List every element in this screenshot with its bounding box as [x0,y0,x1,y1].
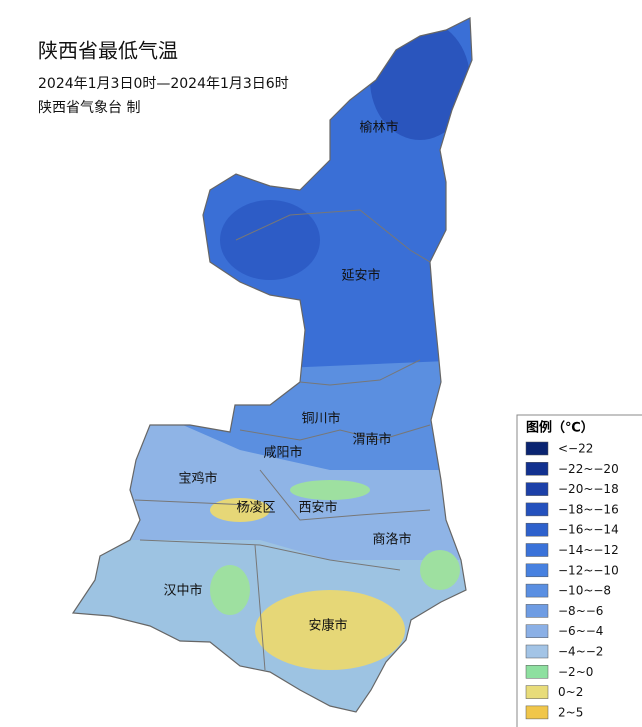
legend-swatch [525,685,549,699]
legend-title: 图例（℃） [526,420,594,436]
legend-swatch [525,563,549,578]
legend-label: −6~−4 [558,624,603,638]
city-label: 榆林市 [359,120,398,136]
legend-label: −4~−2 [558,645,603,659]
city-label: 安康市 [308,618,347,634]
legend-label: −22~−20 [558,462,619,476]
city-label: 商洛市 [372,532,411,548]
legend-swatch [525,543,549,557]
issuer: 陕西省气象台 制 [38,100,140,116]
legend-label: 2~5 [558,705,583,719]
legend-swatch [525,604,549,618]
legend-swatch [525,502,549,517]
legend-label: −14~−12 [558,543,619,557]
legend-label: 0~2 [558,685,583,699]
legend-label: −8~−6 [558,604,603,618]
city-label: 咸阳市 [263,445,302,461]
legend-label: −16~−14 [558,523,619,537]
legend-label: −2~0 [558,665,593,679]
city-label: 西安市 [298,500,337,516]
city-borders [134,209,431,671]
legend-swatch [525,665,549,679]
legend-swatch [525,482,549,496]
legend-label: −10~−8 [558,584,611,598]
legend-swatch [525,441,549,456]
city-label: 汉中市 [163,583,202,599]
legend: 图例（℃） <−22 −22~−20 −20~−18 −18~−16 −16~−14 −1… [516,414,642,727]
legend-label: −12~−10 [558,563,619,577]
time-range: 2024年1月3日0时—2024年1月3日6时 [38,76,289,92]
legend-label: <−22 [558,442,593,456]
city-label: 渭南市 [352,432,391,448]
city-label: 延安市 [341,268,380,284]
legend-swatch [525,462,549,476]
legend-swatch [525,644,549,659]
legend-label: −20~−18 [558,482,619,496]
legend-swatch [525,522,549,537]
city-label: 杨凌区 [236,501,275,516]
legend-swatch [525,624,549,638]
legend-label: −18~−16 [558,502,619,516]
legend-swatch [525,583,549,598]
legend-swatch [525,705,549,720]
city-label: 宝鸡市 [178,471,217,487]
title: 陕西省最低气温 [38,39,178,63]
city-label: 铜川市 [301,411,340,427]
